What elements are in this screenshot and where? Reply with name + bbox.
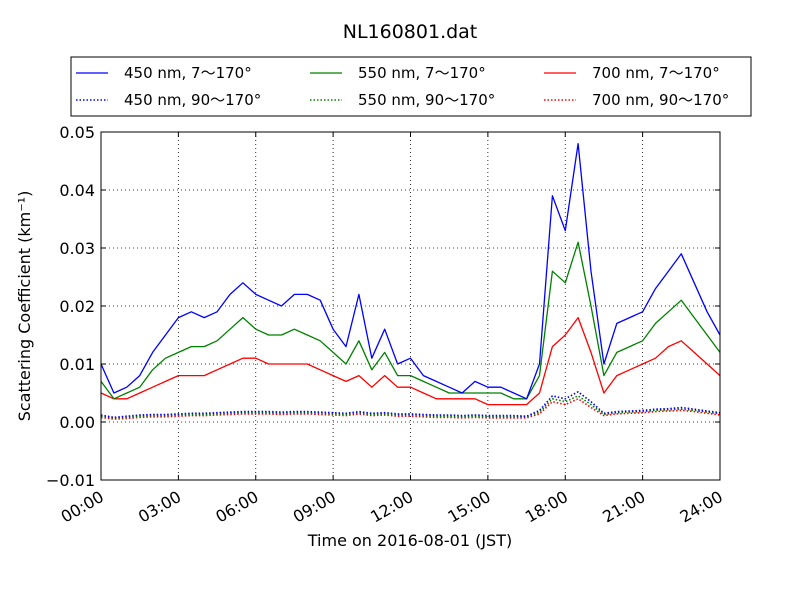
legend-label: 450 nm, 7～170° <box>124 64 252 82</box>
y-tick-labels: −0.01 0.00 0.01 0.02 0.03 0.04 0.05 <box>46 123 95 490</box>
chart-title: NL160801.dat <box>343 21 478 43</box>
y-tick-label: 0.05 <box>59 123 95 142</box>
x-tick-label: 21:00 <box>599 487 648 527</box>
y-tick-label: 0.03 <box>59 239 95 258</box>
y-tick-label: 0.02 <box>59 297 95 316</box>
y-tick-label: 0.00 <box>59 413 95 432</box>
x-tick-label: 03:00 <box>135 487 184 527</box>
series-line-4 <box>100 316 721 406</box>
x-tick-label: 06:00 <box>212 487 261 527</box>
plot-area <box>100 131 721 481</box>
legend-label: 700 nm, 7～170° <box>592 64 720 82</box>
x-axis-label: Time on 2016-08-01 (JST) <box>307 531 512 550</box>
x-tick-label: 24:00 <box>677 487 726 527</box>
legend-label: 550 nm, 7～170° <box>358 64 486 82</box>
x-tick-label: 15:00 <box>444 487 493 527</box>
x-tick-label: 00:00 <box>58 487 107 527</box>
x-tick-label: 09:00 <box>290 487 339 527</box>
x-tick-labels: 00:00 03:00 06:00 09:00 12:00 15:00 18:00 21:00… <box>58 487 726 527</box>
x-tick-label: 12:00 <box>367 487 416 527</box>
legend-box <box>70 56 752 117</box>
ticks <box>100 131 721 481</box>
series-line-5 <box>100 397 721 420</box>
legend: 450 nm, 7～170° 450 nm, 90～170° 550 nm, 7～1… <box>70 56 752 117</box>
series-layer <box>100 142 721 420</box>
y-tick-label: 0.01 <box>59 355 95 374</box>
y-tick-label: −0.01 <box>46 471 95 490</box>
legend-label: 450 nm, 90～170° <box>124 91 261 109</box>
series-line-0 <box>100 142 721 400</box>
x-tick-label: 18:00 <box>522 487 571 527</box>
plot-background <box>101 132 720 480</box>
y-tick-label: 0.04 <box>59 181 95 200</box>
y-axis-label: Scattering Coefficient (km⁻¹) <box>15 191 34 422</box>
legend-label: 550 nm, 90～170° <box>358 91 495 109</box>
legend-label: 700 nm, 90～170° <box>592 91 729 109</box>
series-line-2 <box>100 241 721 400</box>
